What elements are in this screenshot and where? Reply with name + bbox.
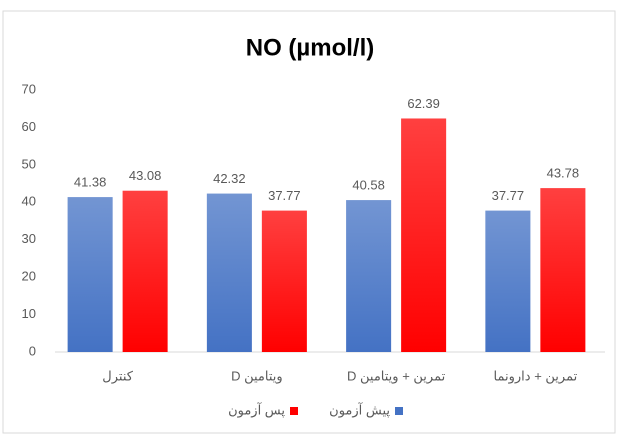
value-label: 40.58: [352, 178, 385, 193]
value-label: 62.39: [407, 96, 440, 111]
y-tick-label: 20: [22, 269, 36, 284]
value-label: 43.08: [129, 168, 162, 183]
bar-shade: [485, 210, 531, 352]
y-tick-label: 60: [22, 119, 36, 134]
bar-shade: [206, 193, 252, 352]
x-tick-label: تمرین + ویتامین D: [347, 368, 446, 384]
bar-shade: [401, 118, 447, 352]
chart-title: NO (µmol/l): [246, 34, 374, 61]
legend-swatch: [290, 407, 298, 415]
y-tick-label: 30: [22, 231, 36, 246]
value-label: 37.77: [492, 188, 525, 203]
legend-label: پیش آزمون: [329, 401, 390, 418]
bar-shade: [67, 197, 113, 352]
y-tick-label: 70: [22, 81, 36, 96]
value-label: 37.77: [268, 188, 301, 203]
y-tick-label: 40: [22, 194, 36, 209]
y-tick-label: 0: [29, 343, 36, 358]
bar-shade: [122, 190, 168, 352]
x-tick-label: کنترل: [102, 368, 133, 384]
bar-shade: [261, 210, 307, 352]
bar-shade: [540, 188, 586, 352]
value-label: 41.38: [74, 175, 107, 190]
y-tick-label: 10: [22, 306, 36, 321]
x-tick-label: ویتامین D: [231, 368, 283, 384]
legend-label: پس آزمون: [228, 401, 285, 418]
bar-shade: [346, 200, 392, 352]
x-tick-label: تمرین + دارونما: [494, 368, 578, 384]
value-label: 43.78: [547, 166, 580, 181]
value-label: 42.32: [213, 171, 246, 186]
y-tick-label: 50: [22, 156, 36, 171]
legend-swatch: [395, 407, 403, 415]
